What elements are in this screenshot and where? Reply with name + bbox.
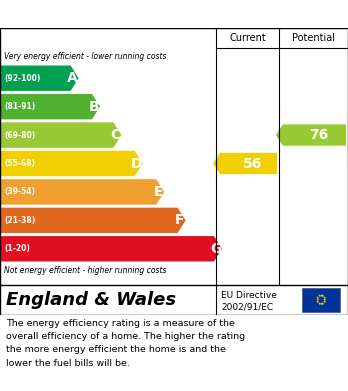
Text: A: A: [67, 71, 78, 85]
Text: B: B: [89, 100, 99, 114]
Text: ★: ★: [317, 301, 321, 306]
Polygon shape: [0, 236, 222, 262]
Text: (92-100): (92-100): [4, 74, 40, 83]
Text: (55-68): (55-68): [4, 159, 35, 168]
Polygon shape: [276, 124, 346, 146]
Text: Potential: Potential: [292, 33, 335, 43]
Text: ★: ★: [322, 300, 326, 304]
Polygon shape: [0, 66, 79, 91]
Polygon shape: [0, 208, 185, 233]
Polygon shape: [0, 151, 143, 176]
Bar: [302, 288, 340, 312]
Text: 76: 76: [309, 128, 328, 142]
Text: ★: ★: [317, 294, 321, 298]
Text: Energy Efficiency Rating: Energy Efficiency Rating: [6, 7, 197, 21]
Polygon shape: [213, 153, 277, 174]
Text: F: F: [175, 213, 184, 227]
Text: ★: ★: [316, 296, 320, 300]
Text: (69-80): (69-80): [4, 131, 35, 140]
Text: (81-91): (81-91): [4, 102, 35, 111]
Text: ★: ★: [319, 302, 323, 306]
Text: 2002/91/EC: 2002/91/EC: [221, 302, 273, 311]
Text: (21-38): (21-38): [4, 216, 35, 225]
Text: ★: ★: [319, 294, 323, 298]
Text: (1-20): (1-20): [4, 244, 30, 253]
Text: The energy efficiency rating is a measure of the
overall efficiency of a home. T: The energy efficiency rating is a measur…: [6, 319, 245, 368]
Text: D: D: [131, 156, 143, 170]
Text: E: E: [153, 185, 163, 199]
Polygon shape: [0, 179, 164, 204]
Text: ★: ★: [321, 301, 325, 306]
Text: Very energy efficient - lower running costs: Very energy efficient - lower running co…: [4, 52, 166, 61]
Polygon shape: [0, 94, 100, 119]
Text: (39-54): (39-54): [4, 187, 35, 196]
Text: ★: ★: [322, 296, 326, 300]
Text: ★: ★: [316, 300, 320, 304]
Text: Not energy efficient - higher running costs: Not energy efficient - higher running co…: [4, 266, 166, 275]
Text: ★: ★: [316, 298, 319, 302]
Text: England & Wales: England & Wales: [6, 291, 176, 309]
Text: G: G: [210, 242, 222, 256]
Text: ★: ★: [321, 294, 325, 298]
Text: ★: ★: [323, 298, 326, 302]
Polygon shape: [0, 122, 121, 148]
Text: Current: Current: [229, 33, 266, 43]
Text: EU Directive: EU Directive: [221, 291, 277, 300]
Text: 56: 56: [243, 156, 262, 170]
Text: C: C: [110, 128, 120, 142]
